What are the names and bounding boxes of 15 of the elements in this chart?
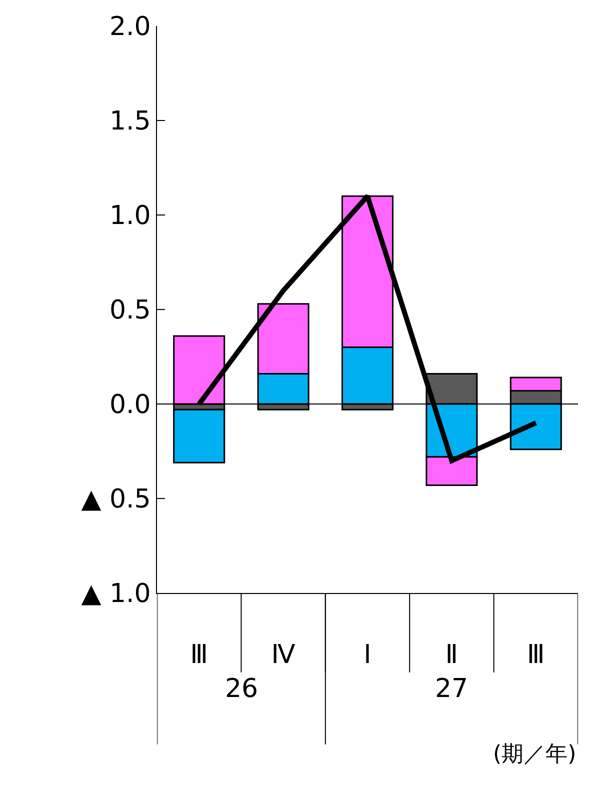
text: 26 (225, 674, 258, 704)
x-tick-label: Ⅲ (190, 640, 208, 670)
y-tick-label: ▲ 1.0 (81, 579, 151, 610)
y-tick-label: 1.0 (109, 201, 151, 232)
y-tick-label: 1.5 (109, 106, 151, 137)
y-tick-label: ▲ 0.5 (81, 484, 151, 515)
y-tick-label: 0.0 (109, 390, 151, 420)
y-tick-label: 0.5 (109, 296, 151, 326)
x-tick-label: Ⅲ (526, 640, 545, 670)
x-tick-label: Ⅰ (364, 640, 372, 670)
x-tick-label: Ⅱ (445, 640, 458, 670)
text: 27 (435, 674, 468, 704)
y-tick-label: 2.0 (109, 12, 151, 42)
x-tick-label: Ⅳ (271, 640, 296, 670)
text: (期／年) (493, 742, 576, 767)
